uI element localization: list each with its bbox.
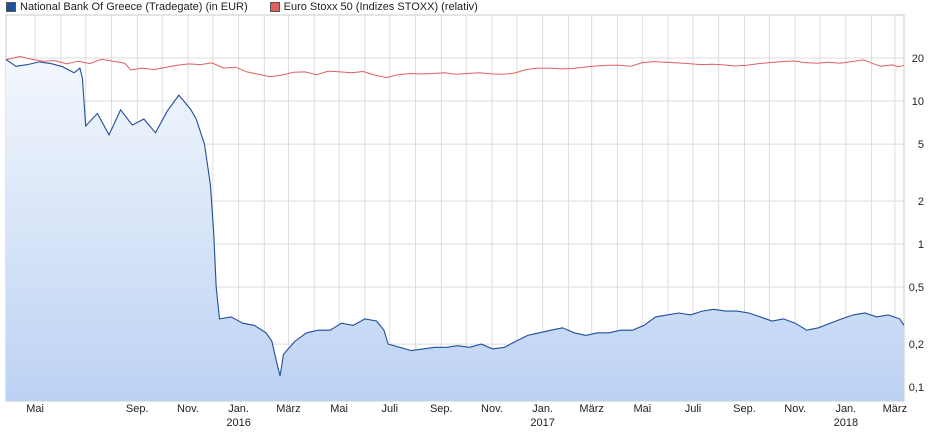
- x-year-label: 2017: [530, 417, 554, 429]
- x-year-label: 2016: [226, 417, 250, 429]
- series-line-euro-stoxx: [5, 55, 905, 79]
- y-tick-label: 0,2: [909, 339, 924, 351]
- x-tick-label: Sep.: [430, 403, 453, 415]
- legend-label-national-bank: National Bank Of Greece (Tradegate) (in …: [20, 1, 248, 13]
- x-tick-label: Nov.: [177, 403, 199, 415]
- x-tick-label: Juli: [685, 403, 702, 415]
- y-tick-label: 0,5: [909, 282, 924, 294]
- y-tick-label: 20: [912, 53, 924, 65]
- legend-label-euro-stoxx: Euro Stoxx 50 (Indizes STOXX) (relativ): [283, 1, 478, 13]
- x-tick-label: Sep.: [733, 403, 756, 415]
- x-tick-label: März: [883, 403, 907, 415]
- x-year-label: 2018: [834, 417, 858, 429]
- y-tick-label: 5: [918, 139, 924, 151]
- series-area-national-bank: [6, 59, 904, 401]
- x-axis-tick-labels: Mai Sep. Nov. Jan. 2016 März Mai Juli Sep. Nov. Ja…: [26, 403, 907, 429]
- x-tick-label: Jan.: [228, 403, 249, 415]
- x-tick-label: Nov.: [784, 403, 806, 415]
- y-tick-label: 1: [918, 239, 924, 251]
- legend-item-euro-stoxx[interactable]: Euro Stoxx 50 (Indizes STOXX) (relativ): [269, 1, 478, 13]
- x-tick-label: Jan.: [532, 403, 553, 415]
- x-tick-label: Mai: [633, 403, 651, 415]
- y-tick-label: 10: [912, 96, 924, 108]
- y-tick-label: 0,1: [909, 382, 924, 394]
- x-tick-label: Sep.: [126, 403, 149, 415]
- x-tick-label: Mai: [330, 403, 348, 415]
- x-tick-label: März: [579, 403, 603, 415]
- y-axis-tick-labels: 20 10 5 2 1 0,5 0,2 0,1: [909, 53, 924, 394]
- legend-swatch-national-bank: [6, 2, 16, 12]
- series-line-national-bank: [5, 59, 905, 376]
- legend-swatch-euro-stoxx: [269, 2, 280, 12]
- x-tick-label: Juli: [382, 403, 399, 415]
- x-tick-label: Mai: [26, 403, 44, 415]
- x-tick-label: Nov.: [481, 403, 503, 415]
- x-tick-label: März: [276, 403, 300, 415]
- x-tick-label: Jan.: [835, 403, 856, 415]
- legend-item-national-bank[interactable]: National Bank Of Greece (Tradegate) (in …: [6, 1, 248, 13]
- legend: National Bank Of Greece (Tradegate) (in …: [6, 0, 500, 14]
- y-tick-label: 2: [918, 196, 924, 208]
